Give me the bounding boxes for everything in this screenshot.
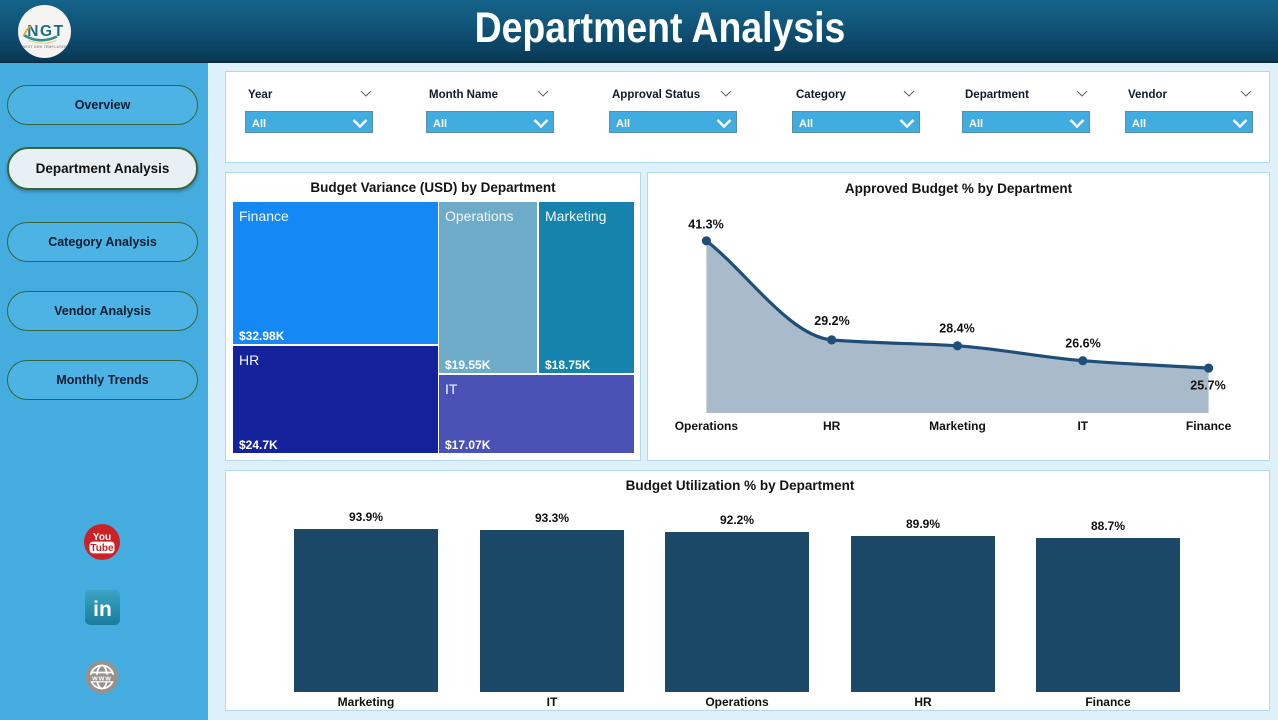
svg-text:Tube: Tube	[90, 543, 114, 554]
svg-text:www: www	[91, 674, 112, 683]
svg-text:NEXT GEN TEMPLATES: NEXT GEN TEMPLATES	[23, 45, 67, 49]
svg-text:41.3%: 41.3%	[688, 218, 723, 232]
svg-text:NGT: NGT	[27, 23, 65, 40]
svg-text:in: in	[93, 598, 112, 621]
svg-text:IT: IT	[1077, 419, 1088, 433]
svg-text:You: You	[93, 532, 111, 543]
svg-text:Marketing: Marketing	[929, 419, 986, 433]
svg-text:26.6%: 26.6%	[1065, 336, 1100, 350]
svg-text:HR: HR	[823, 419, 841, 433]
svg-text:25.7%: 25.7%	[1190, 379, 1225, 393]
svg-text:28.4%: 28.4%	[939, 322, 974, 336]
svg-text:Finance: Finance	[1186, 419, 1232, 433]
svg-text:Operations: Operations	[675, 419, 739, 433]
svg-text:29.2%: 29.2%	[814, 314, 849, 328]
